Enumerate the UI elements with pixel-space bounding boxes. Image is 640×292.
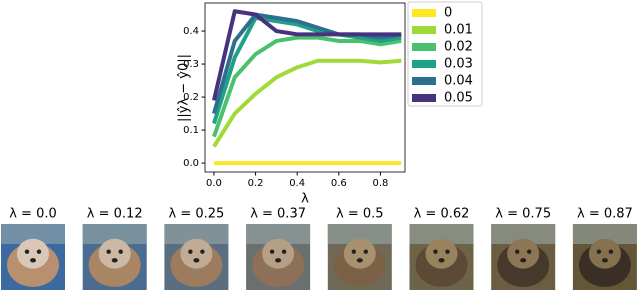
legend-swatch — [412, 77, 436, 85]
legend-swatch — [412, 43, 436, 51]
dog-eye — [281, 249, 287, 254]
panel-title: λ = 0.25 — [169, 207, 225, 222]
dog-nose — [275, 258, 282, 263]
dog-nose — [356, 258, 363, 263]
legend-swatch — [412, 60, 436, 68]
x-tick-label: 0.0 — [206, 178, 222, 189]
panel-image — [246, 224, 311, 290]
panel-title: λ = 0.62 — [414, 207, 470, 222]
series-line — [212, 35, 402, 138]
series-line — [212, 15, 402, 125]
x-tick-label: 0.2 — [248, 178, 264, 189]
legend-swatch — [412, 26, 436, 34]
dog-eye — [433, 249, 438, 254]
image-top — [491, 224, 556, 244]
dog-face — [180, 238, 213, 269]
dog-eye — [445, 249, 450, 254]
series-line — [212, 9, 402, 101]
dog-face — [343, 238, 376, 269]
image-top — [246, 224, 311, 244]
panel-title: λ = 0.0 — [9, 207, 57, 222]
panel-title: λ = 0.12 — [87, 207, 143, 222]
y-tick-label: 0.4 — [183, 26, 199, 37]
legend-label: 0.03 — [444, 57, 473, 72]
panel-title: λ = 0.37 — [250, 207, 306, 222]
y-tick-label: 0.0 — [183, 158, 199, 169]
x-tick-label: 0.6 — [331, 178, 347, 189]
dog-nose — [520, 258, 527, 263]
panel-image — [491, 224, 556, 290]
image-top — [572, 224, 637, 244]
y-tick-label: 0.2 — [183, 92, 199, 103]
dog-face — [425, 238, 458, 269]
dog-eye — [200, 249, 205, 254]
legend-label: 0.02 — [444, 40, 473, 55]
dog-eye — [608, 249, 614, 254]
dog-nose — [30, 258, 36, 263]
panel-image — [327, 224, 392, 290]
series-line — [212, 58, 402, 148]
image-top — [327, 224, 392, 244]
dog-nose — [438, 258, 445, 263]
panel-image — [82, 224, 147, 290]
legend-label: 0.01 — [444, 23, 473, 38]
panel-image — [409, 224, 474, 290]
legend-label: 0.04 — [444, 74, 473, 89]
panel-image — [572, 224, 637, 290]
dog-face — [588, 238, 621, 269]
dog-nose — [601, 258, 608, 263]
dog-eye — [106, 249, 111, 254]
dog-eye — [527, 249, 532, 254]
panel-image — [164, 224, 229, 290]
dog-face — [262, 238, 295, 269]
dog-eye — [351, 249, 356, 254]
dog-eye — [118, 249, 123, 254]
dog-eye — [188, 249, 193, 254]
dog-eye — [36, 249, 42, 254]
plot-frame — [204, 2, 406, 173]
panel-title: λ = 0.75 — [495, 207, 551, 222]
dog-eye — [596, 249, 602, 254]
dog-nose — [111, 258, 118, 263]
dog-nose — [193, 258, 200, 263]
panel-image — [1, 224, 65, 290]
legend-swatch — [412, 94, 436, 102]
dog-face — [507, 238, 540, 269]
y-tick-label: 0.3 — [183, 59, 199, 70]
panel-title: λ = 0.87 — [577, 207, 633, 222]
legend-swatch — [412, 9, 436, 17]
dog-face — [98, 238, 131, 269]
image-top — [82, 224, 147, 244]
panel-title: λ = 0.5 — [336, 207, 384, 222]
image-top — [409, 224, 474, 244]
y-tick-label: 0.1 — [183, 125, 199, 136]
dog-face — [17, 238, 49, 269]
dog-eye — [363, 249, 368, 254]
legend-label: 0 — [444, 6, 452, 21]
x-tick-label: 0.4 — [289, 178, 305, 189]
legend-label: 0.05 — [444, 91, 473, 106]
dog-eye — [515, 249, 520, 254]
x-axis-label: λ — [301, 192, 309, 207]
dog-eye — [269, 249, 275, 254]
y-axis-label: ||ŷλ − ŷ0|| — [177, 54, 192, 122]
image-top — [1, 224, 65, 244]
x-tick-label: 0.8 — [372, 178, 388, 189]
image-top — [164, 224, 229, 244]
dog-eye — [24, 249, 30, 254]
